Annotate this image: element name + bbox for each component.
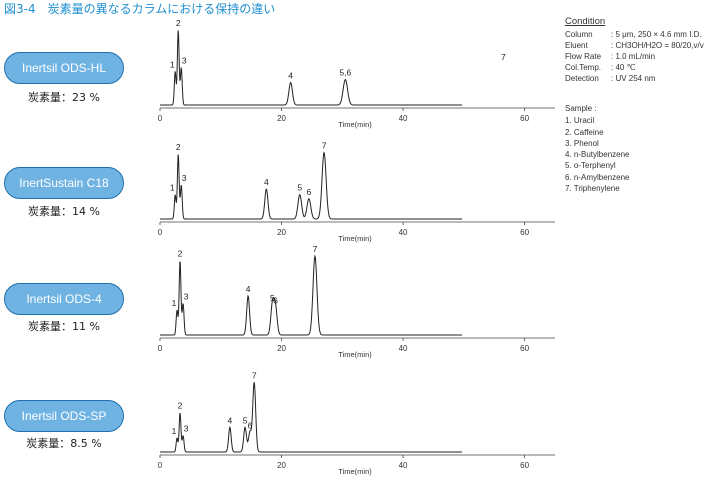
peak-label: 1: [170, 183, 175, 193]
peak-label: 5: [270, 293, 275, 303]
condition-value: : 40 ℃: [611, 63, 636, 72]
chromatogram-trace: [160, 254, 462, 336]
peak-label: 4: [228, 415, 233, 425]
x-tick-label: 60: [520, 344, 529, 353]
peak-label: 2: [178, 248, 183, 258]
condition-row-column: Column : 5 μm, 250 × 4.6 mm I.D.: [565, 29, 704, 40]
chromatogram-trace: [160, 30, 462, 106]
condition-key: Flow Rate: [565, 52, 602, 61]
x-tick-label: 40: [399, 228, 408, 237]
peak-label: 6: [273, 296, 278, 306]
x-tick-label: 60: [520, 228, 529, 237]
peak-label: 4: [288, 71, 293, 81]
sample-item: 7. Triphenylene: [565, 184, 620, 194]
condition-value: : CH3OH/H2O = 80/20,v/v: [611, 41, 704, 50]
sample-item: 5. o-Terphenyl: [565, 161, 616, 171]
condition-row-eluent: Eluent : CH3OH/H2O = 80/20,v/v: [565, 40, 704, 51]
peak-label: 5: [297, 183, 302, 193]
x-tick-label: 40: [399, 114, 408, 123]
x-axis-label: Time(min): [338, 234, 372, 243]
condition-value: : 5 μm, 250 × 4.6 mm I.D.: [611, 30, 702, 39]
peak-label: 3: [184, 291, 189, 301]
chromatogram-trace: [160, 151, 462, 220]
condition-key: Eluent: [565, 41, 588, 50]
x-tick-label: 20: [277, 344, 286, 353]
peak-label: 4: [246, 284, 251, 294]
carbon-content-ods-hl: 炭素量：23 %: [28, 91, 100, 104]
sample-item: 1. Uracil: [565, 116, 595, 126]
column-label-ods-4: Inertsil ODS-4: [4, 283, 124, 315]
x-axis-label: Time(min): [338, 120, 372, 129]
x-tick-label: 20: [277, 114, 286, 123]
condition-row-flow-rate: Flow Rate : 1.0 mL/min: [565, 51, 704, 62]
chromatogram-trace: [160, 382, 462, 453]
x-tick-label: 0: [158, 114, 163, 123]
figure-title: 図3-4 炭素量の異なるカラムにおける保持の違い: [4, 2, 276, 16]
column-label-inertsustain-c18: InertSustain C18: [4, 167, 124, 199]
sample-heading: Sample :: [565, 104, 597, 113]
peak-label: 2: [176, 142, 181, 152]
sample-item: 2. Caffeine: [565, 127, 604, 137]
x-tick-label: 60: [520, 114, 529, 123]
x-tick-label: 0: [158, 228, 163, 237]
condition-row-detection: Detection : UV 254 nm: [565, 73, 704, 84]
x-axis-label: Time(min): [338, 350, 372, 359]
sample-item: 4. n-Butylbenzene: [565, 150, 630, 160]
condition-key: Column: [565, 30, 593, 39]
peak-label: 3: [182, 173, 187, 183]
condition-key: Detection: [565, 74, 599, 83]
condition-heading: Condition: [565, 16, 606, 27]
peak-label: 4: [264, 177, 269, 187]
peak-label: 6: [307, 187, 312, 197]
peak-label: 2: [178, 401, 183, 411]
sample-panel: Sample : 1. Uracil 2. Caffeine 3. Phenol…: [565, 103, 630, 194]
x-tick-label: 40: [399, 344, 408, 353]
x-tick-label: 0: [158, 344, 163, 353]
peak-label: 7: [313, 244, 318, 254]
x-tick-label: 20: [277, 228, 286, 237]
column-label-ods-sp: Inertsil ODS-SP: [4, 400, 124, 432]
condition-key: Col.Temp.: [565, 63, 602, 72]
peak-label: 5,6: [339, 68, 351, 78]
condition-value: : UV 254 nm: [611, 74, 656, 83]
carbon-content-ods-4: 炭素量：11 %: [28, 320, 100, 333]
peak-label: 7: [501, 52, 506, 62]
peak-label: 1: [172, 426, 177, 436]
condition-row-col-temp: Col.Temp. : 40 ℃: [565, 62, 704, 73]
condition-value: : 1.0 mL/min: [611, 52, 656, 61]
peak-label: 5: [243, 415, 248, 425]
sample-item: 6. n-Amylbenzene: [565, 172, 630, 182]
condition-panel: Condition Column : 5 μm, 250 × 4.6 mm I.…: [565, 16, 704, 84]
sample-item: 3. Phenol: [565, 138, 599, 148]
column-label-ods-hl: Inertsil ODS-HL: [4, 52, 124, 84]
peak-label: 2: [176, 18, 181, 28]
x-tick-label: 60: [520, 461, 529, 470]
x-tick-label: 20: [277, 461, 286, 470]
x-tick-label: 40: [399, 461, 408, 470]
peak-label: 6: [248, 420, 253, 430]
peak-label: 3: [182, 56, 187, 66]
x-tick-label: 0: [158, 461, 163, 470]
carbon-content-inertsustain-c18: 炭素量：14 %: [28, 205, 100, 218]
peak-label: 1: [170, 59, 175, 69]
peak-label: 1: [172, 298, 177, 308]
peak-label: 7: [322, 141, 327, 151]
peak-label: 3: [184, 424, 189, 434]
carbon-content-ods-sp: 炭素量：8.5 %: [26, 437, 102, 450]
x-axis-label: Time(min): [338, 467, 372, 476]
peak-label: 7: [252, 370, 257, 380]
